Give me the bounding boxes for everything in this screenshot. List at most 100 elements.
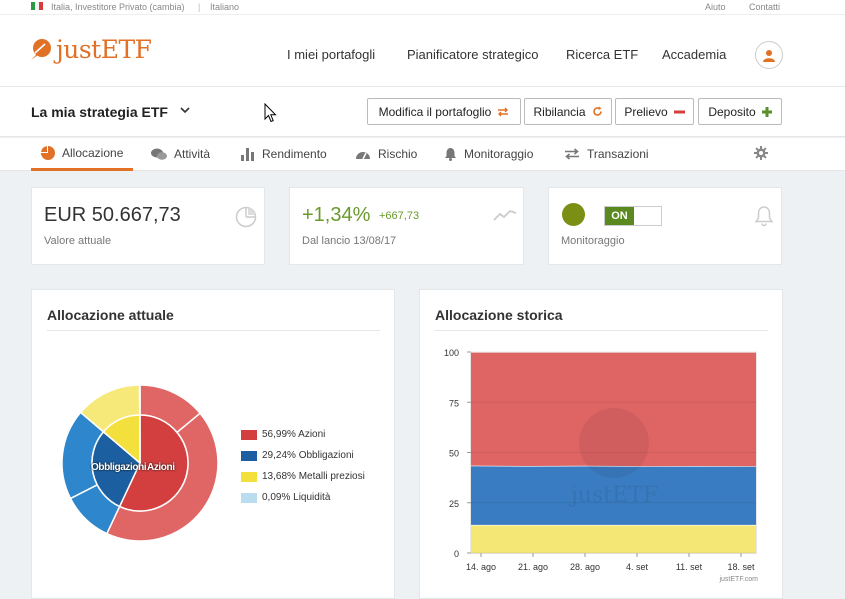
legend-item: 56,99% Azioni — [241, 424, 365, 445]
current-value-card: EUR 50.667,73 Valore attuale — [31, 187, 265, 265]
inner-slice — [118, 414, 189, 512]
legend-label: 29,24% Obbligazioni — [262, 450, 354, 461]
separator: | — [198, 2, 201, 12]
top-strip: Italia, Investitore Privato (cambia) | I… — [0, 0, 845, 14]
logo-mark-icon — [31, 38, 51, 60]
tab-transactions[interactable]: Transazioni — [564, 138, 649, 170]
historic-allocation-title: Allocazione storica — [435, 307, 563, 323]
user-avatar-button[interactable] — [755, 41, 783, 69]
x-tick-label: 4. set — [626, 562, 649, 572]
tab-performance-label: Rendimento — [262, 147, 327, 161]
area-series — [471, 465, 756, 525]
toggle-on-label: ON — [605, 207, 634, 225]
monitoring-card: ON Monitoraggio — [548, 187, 782, 265]
performance-label: Dal lancio 13/08/17 — [302, 235, 397, 247]
tab-monitoring-label: Monitoraggio — [464, 147, 534, 161]
tab-monitoring[interactable]: Monitoraggio — [444, 138, 533, 170]
legend-label: 0,09% Liquidità — [262, 492, 331, 503]
legend-swatch — [241, 471, 257, 482]
chevron-down-icon[interactable] — [180, 107, 190, 114]
main-header: justETF I miei portafogli Pianificatore … — [0, 14, 845, 87]
user-icon — [763, 49, 775, 62]
nav-my-portfolios[interactable]: I miei portafogli — [287, 47, 376, 62]
inner-slice — [91, 430, 141, 508]
legend-swatch — [241, 429, 257, 440]
current-value: EUR 50.667,73 — [44, 204, 181, 226]
logo[interactable]: justETF — [29, 35, 152, 64]
portfolio-tabs: Allocazione Attività Rendimento Rischio … — [0, 138, 845, 171]
tab-transactions-label: Transazioni — [587, 147, 649, 161]
edit-portfolio-label: Modifica il portafoglio — [378, 104, 492, 119]
speedometer-icon — [356, 152, 370, 160]
contact-link[interactable]: Contatti — [749, 2, 781, 12]
performance-amount: +667,73 — [379, 210, 420, 222]
bar-chart-icon — [241, 147, 254, 161]
pie-outline-icon — [235, 206, 257, 228]
legend-item: 29,24% Obbligazioni — [241, 445, 365, 466]
legend-label: 56,99% Azioni — [262, 429, 326, 440]
transfer-icon — [565, 148, 579, 160]
x-tick-label: 14. ago — [466, 562, 496, 572]
withdraw-button[interactable]: Prelievo — [615, 98, 694, 125]
transfer-arrows-icon — [498, 107, 509, 116]
chat-bubbles-icon — [151, 148, 167, 160]
strategy-bar: La mia strategia ETF Modifica il portafo… — [0, 87, 845, 137]
monitoring-label: Monitoraggio — [561, 235, 625, 247]
legend-swatch — [241, 450, 257, 461]
inner-label-bonds: Obbligazioni — [91, 462, 147, 473]
bell-outline-icon — [754, 206, 774, 227]
rebalance-label: Ribilancia — [533, 104, 586, 119]
legend-item: 13,68% Metalli preziosi — [241, 466, 365, 487]
allocation-donut-chart — [61, 384, 219, 542]
y-tick-label: 50 — [449, 449, 459, 459]
mouse-cursor-icon — [264, 103, 277, 123]
bell-icon — [445, 148, 456, 161]
area-series — [471, 352, 756, 467]
italy-flag-icon — [31, 2, 43, 10]
watermark-logo — [579, 408, 649, 478]
y-tick-label: 100 — [444, 348, 459, 358]
legend-label: 13,68% Metalli preziosi — [262, 471, 365, 482]
performance-percent: +1,34% — [302, 204, 371, 226]
y-tick-label: 0 — [454, 549, 459, 559]
status-indicator — [562, 203, 585, 226]
nav-strategy-planner[interactable]: Pianificatore strategico — [407, 47, 539, 62]
region-link[interactable]: Italia, Investitore Privato (cambia) — [51, 2, 185, 12]
current-allocation-title: Allocazione attuale — [47, 307, 174, 323]
current-value-label: Valore attuale — [44, 235, 112, 247]
legend-swatch — [241, 492, 257, 503]
help-link[interactable]: Aiuto — [705, 2, 726, 12]
gear-icon[interactable] — [754, 146, 768, 160]
pie-chart-icon — [41, 146, 55, 160]
historic-allocation-chart: 0 25 50 75 100 justETF 14. ago 21. ago 28. ago 4.… — [444, 348, 758, 583]
tab-performance[interactable]: Rendimento — [241, 138, 327, 170]
logo-text: justETF — [56, 35, 152, 64]
tab-allocation-label: Allocazione — [62, 146, 124, 160]
watermark-text: justETF — [568, 483, 658, 508]
refresh-icon — [592, 106, 602, 116]
allocation-legend: 56,99% Azioni 29,24% Obbligazioni 13,68%… — [241, 424, 365, 508]
panel-divider — [435, 330, 768, 331]
edit-portfolio-button[interactable]: Modifica il portafoglio — [367, 98, 521, 125]
minus-icon — [673, 110, 685, 113]
chart-credit: justETF.com — [718, 576, 758, 583]
x-tick-label: 21. ago — [518, 562, 548, 572]
tab-allocation[interactable]: Allocazione — [31, 138, 134, 171]
rebalance-button[interactable]: Ribilancia — [524, 98, 612, 125]
plus-icon — [761, 106, 772, 117]
tab-activity[interactable]: Attività — [151, 138, 210, 170]
line-chart-icon — [493, 209, 517, 221]
language-link[interactable]: Italiano — [210, 2, 240, 12]
tab-activity-label: Attività — [174, 147, 211, 161]
tab-risk[interactable]: Rischio — [355, 138, 417, 170]
x-tick-label: 18. set — [727, 562, 755, 572]
monitoring-toggle[interactable]: ON — [604, 206, 662, 226]
nav-academy[interactable]: Accademia — [662, 47, 727, 62]
y-tick-label: 75 — [449, 398, 459, 408]
withdraw-label: Prelievo — [624, 104, 668, 119]
inner-label-equities: Azioni — [147, 462, 175, 473]
deposit-label: Deposito — [708, 104, 756, 119]
deposit-button[interactable]: Deposito — [698, 98, 782, 125]
nav-etf-search[interactable]: Ricerca ETF — [566, 47, 639, 62]
strategy-title[interactable]: La mia strategia ETF — [31, 104, 168, 120]
